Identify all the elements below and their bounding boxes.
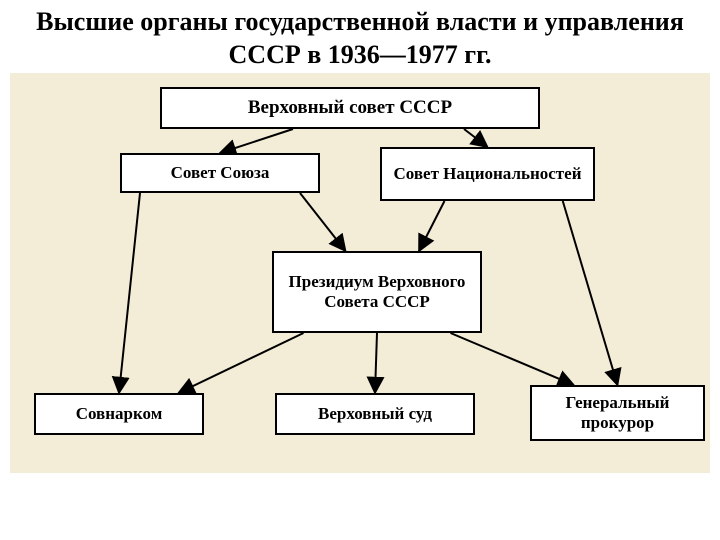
page-title: Высшие органы государственной власти и у… xyxy=(0,0,720,73)
node-nats: Совет Национальностей xyxy=(380,147,595,201)
node-prok: Генеральный прокурор xyxy=(530,385,705,441)
node-soyuz: Совет Союза xyxy=(120,153,320,193)
node-sovn: Совнарком xyxy=(34,393,204,435)
node-label: Совет Союза xyxy=(171,163,270,183)
node-label: Верховный суд xyxy=(318,404,432,424)
node-prez: Президиум Верховного Совета СССР xyxy=(272,251,482,333)
node-top: Верховный совет СССР xyxy=(160,87,540,129)
node-label: Генеральный прокурор xyxy=(538,393,697,432)
node-sud: Верховный суд xyxy=(275,393,475,435)
node-label: Совнарком xyxy=(76,404,163,424)
node-label: Верховный совет СССР xyxy=(248,97,452,119)
node-label: Совет Национальностей xyxy=(394,164,582,184)
node-label: Президиум Верховного Совета СССР xyxy=(280,272,474,311)
diagram-panel: Верховный совет СССР Совет Союза Совет Нац… xyxy=(0,73,720,493)
